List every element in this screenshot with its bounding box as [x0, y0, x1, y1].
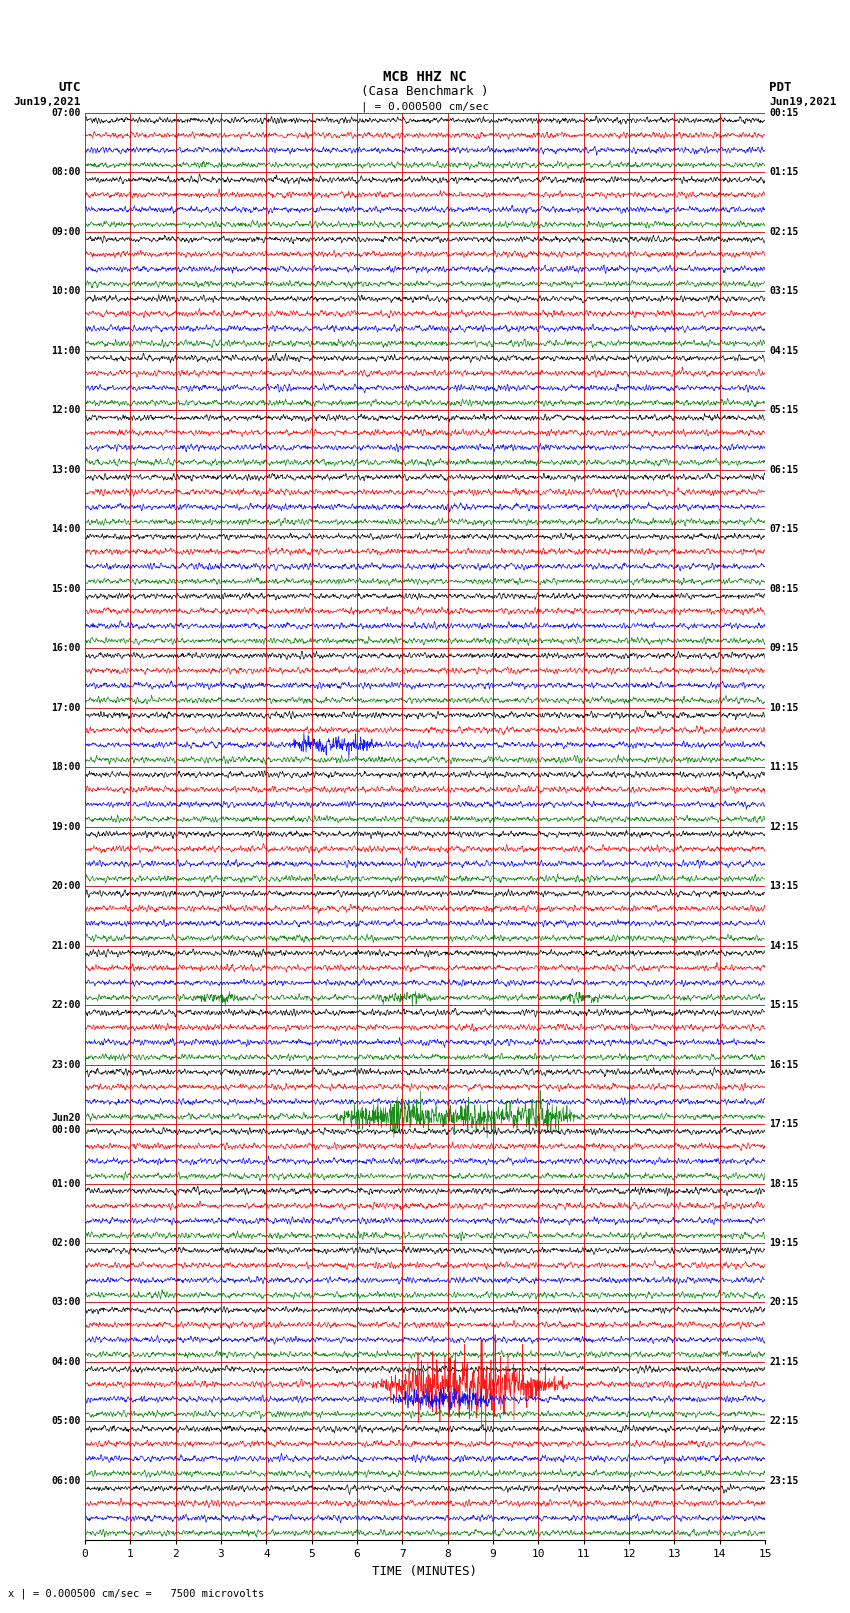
- Text: 04:15: 04:15: [769, 345, 799, 356]
- Text: 03:15: 03:15: [769, 287, 799, 297]
- Text: 11:15: 11:15: [769, 763, 799, 773]
- Text: 18:00: 18:00: [51, 763, 81, 773]
- Text: UTC: UTC: [59, 81, 81, 94]
- Text: 11:00: 11:00: [51, 345, 81, 356]
- Text: MCB HHZ NC: MCB HHZ NC: [383, 71, 467, 84]
- Text: 12:00: 12:00: [51, 405, 81, 415]
- Text: 13:00: 13:00: [51, 465, 81, 474]
- Text: x | = 0.000500 cm/sec =   7500 microvolts: x | = 0.000500 cm/sec = 7500 microvolts: [8, 1589, 264, 1598]
- Text: 07:15: 07:15: [769, 524, 799, 534]
- Text: | = 0.000500 cm/sec: | = 0.000500 cm/sec: [361, 102, 489, 111]
- Text: PDT: PDT: [769, 81, 791, 94]
- Text: 02:15: 02:15: [769, 227, 799, 237]
- Text: 09:00: 09:00: [51, 227, 81, 237]
- Text: (Casa Benchmark ): (Casa Benchmark ): [361, 85, 489, 98]
- Text: 05:00: 05:00: [51, 1416, 81, 1426]
- Text: 22:15: 22:15: [769, 1416, 799, 1426]
- Text: Jun19,2021: Jun19,2021: [14, 97, 81, 106]
- Text: 04:00: 04:00: [51, 1357, 81, 1366]
- Text: 20:15: 20:15: [769, 1297, 799, 1308]
- Text: 21:00: 21:00: [51, 940, 81, 950]
- Text: 14:00: 14:00: [51, 524, 81, 534]
- Text: 01:15: 01:15: [769, 168, 799, 177]
- Text: 22:00: 22:00: [51, 1000, 81, 1010]
- Text: 23:15: 23:15: [769, 1476, 799, 1486]
- X-axis label: TIME (MINUTES): TIME (MINUTES): [372, 1565, 478, 1578]
- Text: 06:15: 06:15: [769, 465, 799, 474]
- Text: 17:00: 17:00: [51, 703, 81, 713]
- Text: 15:15: 15:15: [769, 1000, 799, 1010]
- Text: 02:00: 02:00: [51, 1239, 81, 1248]
- Text: 16:00: 16:00: [51, 644, 81, 653]
- Text: 09:15: 09:15: [769, 644, 799, 653]
- Text: 17:15: 17:15: [769, 1119, 799, 1129]
- Text: 15:00: 15:00: [51, 584, 81, 594]
- Text: 08:15: 08:15: [769, 584, 799, 594]
- Text: 10:15: 10:15: [769, 703, 799, 713]
- Text: 01:00: 01:00: [51, 1179, 81, 1189]
- Text: 14:15: 14:15: [769, 940, 799, 950]
- Text: 18:15: 18:15: [769, 1179, 799, 1189]
- Text: 20:00: 20:00: [51, 881, 81, 890]
- Text: 12:15: 12:15: [769, 821, 799, 832]
- Text: 21:15: 21:15: [769, 1357, 799, 1366]
- Text: 03:00: 03:00: [51, 1297, 81, 1308]
- Text: 19:00: 19:00: [51, 821, 81, 832]
- Text: 19:15: 19:15: [769, 1239, 799, 1248]
- Text: Jun20
00:00: Jun20 00:00: [51, 1113, 81, 1136]
- Text: 06:00: 06:00: [51, 1476, 81, 1486]
- Text: 16:15: 16:15: [769, 1060, 799, 1069]
- Text: 13:15: 13:15: [769, 881, 799, 890]
- Text: Jun19,2021: Jun19,2021: [769, 97, 836, 106]
- Text: 00:15: 00:15: [769, 108, 799, 118]
- Text: 10:00: 10:00: [51, 287, 81, 297]
- Text: 07:00: 07:00: [51, 108, 81, 118]
- Text: 08:00: 08:00: [51, 168, 81, 177]
- Text: 23:00: 23:00: [51, 1060, 81, 1069]
- Text: 05:15: 05:15: [769, 405, 799, 415]
